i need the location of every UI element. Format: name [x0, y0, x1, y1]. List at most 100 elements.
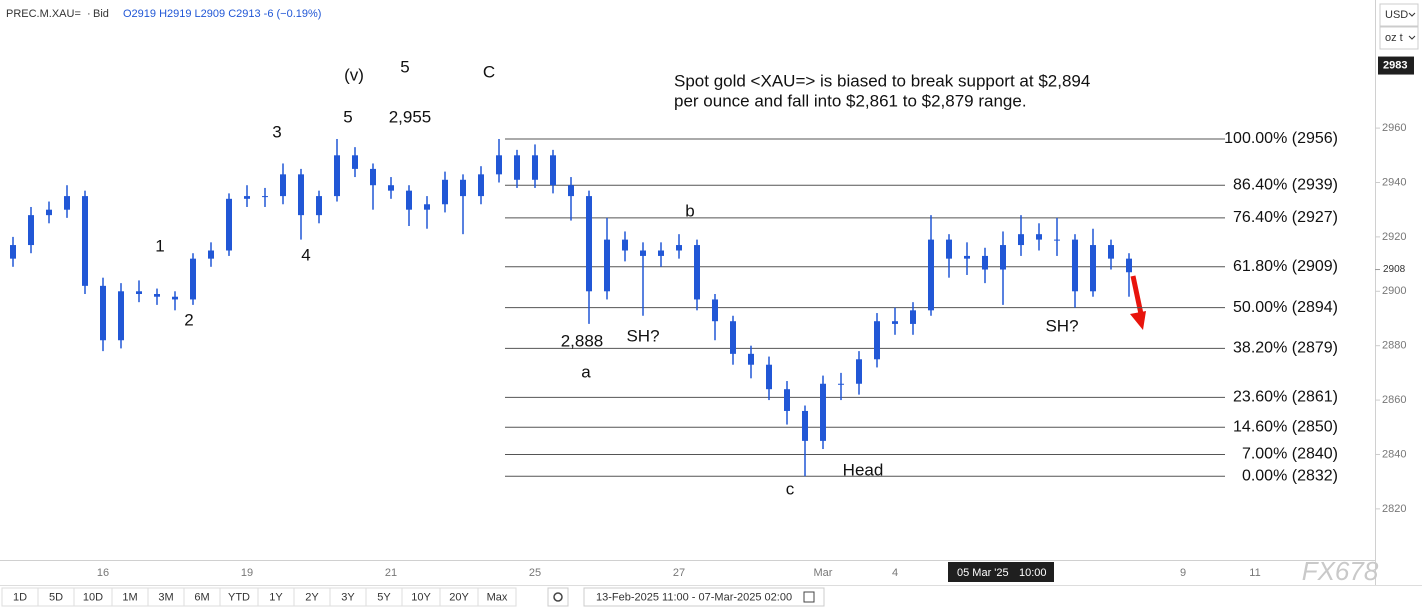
bar-body [910, 310, 916, 324]
range-button[interactable]: 5D [49, 591, 63, 603]
bar-body [442, 179, 448, 205]
crosshair-date: 05 Mar '25 [957, 567, 1009, 579]
level-label: 61.80% (2909) [1233, 258, 1338, 275]
dropdown-caret [1408, 12, 1416, 17]
range-button[interactable]: 1D [13, 591, 27, 603]
bar-body [316, 196, 322, 216]
range-button[interactable]: 5Y [377, 591, 391, 603]
wave-label: SH? [1045, 316, 1078, 335]
bar-body [10, 245, 16, 259]
crosshair-box [948, 562, 1054, 582]
arrow-head [1130, 311, 1146, 330]
wave-label: 2,888 [561, 331, 604, 350]
wave-label: C [483, 62, 495, 81]
range-button-frame[interactable] [477, 587, 517, 607]
bar-body [118, 291, 124, 341]
level-label: 76.40% (2927) [1233, 209, 1338, 226]
bar-body [928, 239, 934, 311]
price-marker: 2983 [1383, 59, 1407, 71]
bar-body [622, 239, 628, 251]
bar-body [514, 155, 520, 180]
bar-body [568, 185, 574, 197]
bar-body [874, 321, 880, 360]
currency-dropdown[interactable]: USD [1379, 3, 1419, 27]
bar-body [352, 155, 358, 169]
bar-body [280, 174, 286, 197]
bar-body [136, 291, 142, 295]
level-label: 7.00% (2840) [1242, 446, 1338, 463]
range-button[interactable]: 6M [194, 591, 209, 603]
bar-body [370, 168, 376, 186]
level-label: 50.00% (2894) [1233, 299, 1338, 316]
bar-body [1072, 239, 1078, 292]
bar-body [64, 196, 70, 210]
y-tick-label: 2820 [1382, 503, 1406, 515]
range-button[interactable]: 3Y [341, 591, 355, 603]
date-range-text[interactable]: 13-Feb-2025 11:00 - 07-Mar-2025 02:00 [596, 591, 792, 603]
watermark: FX678 [1302, 556, 1379, 586]
price-marker: 2908 [1383, 264, 1406, 275]
bar-body [586, 196, 592, 292]
header-quote: O2919 H2919 L2909 C2913 -6 (−0.19%) [123, 8, 321, 20]
bar-body [946, 239, 952, 259]
range-button[interactable]: Max [487, 591, 508, 603]
y-tick-label: 2960 [1382, 122, 1406, 134]
range-button[interactable]: 1M [122, 591, 137, 603]
bar-body [154, 294, 160, 297]
wave-label: SH? [626, 326, 659, 345]
price-marker-box [1378, 56, 1414, 75]
range-button[interactable]: 1Y [269, 591, 283, 603]
header-separator: · [87, 8, 91, 20]
bar-body [712, 299, 718, 322]
bar-body [190, 258, 196, 300]
level-label: 86.40% (2939) [1233, 176, 1338, 193]
wave-label: c [786, 479, 795, 498]
bar-body [388, 185, 394, 191]
bar-body [82, 196, 88, 286]
currency[interactable]: USD [1385, 9, 1408, 21]
wave-label: 1 [155, 236, 164, 255]
unit[interactable]: oz t [1385, 32, 1403, 44]
range-button[interactable]: 3M [158, 591, 173, 603]
x-tick-label: 16 [97, 567, 109, 579]
bar-body [838, 383, 844, 385]
date-range[interactable]: 13-Feb-2025 11:00 - 07-Mar-2025 02:00 [583, 587, 825, 607]
bar-body [1018, 234, 1024, 246]
bar-body [604, 239, 610, 292]
bar-body [658, 250, 664, 256]
range-button[interactable]: 10D [83, 591, 103, 603]
bar-body [784, 389, 790, 411]
bar-body [676, 245, 682, 251]
range-button[interactable]: 2Y [305, 591, 319, 603]
bar-body [298, 174, 304, 216]
bar-body [1000, 245, 1006, 270]
unit-dropdown[interactable]: oz t [1379, 26, 1419, 50]
bar-body [172, 296, 178, 300]
bar-body [730, 321, 736, 354]
bar-body [1090, 245, 1096, 292]
calendar-icon [803, 591, 815, 603]
wave-label: 3 [272, 122, 281, 141]
bar-body [820, 383, 826, 441]
level-label: 100.00% (2956) [1224, 130, 1338, 147]
range-button[interactable]: YTD [228, 591, 250, 603]
bar-body [424, 204, 430, 210]
bar-body [244, 196, 250, 199]
bar-body [856, 359, 862, 384]
level-label: 0.00% (2832) [1242, 467, 1338, 484]
range-button[interactable]: 20Y [449, 591, 469, 603]
y-tick-label: 2840 [1382, 448, 1406, 460]
x-tick-label: 11 [1249, 567, 1260, 579]
wave-label: 5 [343, 107, 352, 126]
range-button[interactable]: 10Y [411, 591, 431, 603]
x-tick-label: 4 [892, 567, 898, 579]
bar-body [46, 209, 52, 216]
bar-body [964, 255, 970, 259]
arrow [1130, 275, 1144, 315]
y-tick-label: 2900 [1382, 285, 1406, 297]
bar-body [226, 198, 232, 251]
bar-body [1054, 239, 1060, 241]
settings-button[interactable] [547, 587, 569, 607]
wave-label: 2 [184, 310, 193, 329]
